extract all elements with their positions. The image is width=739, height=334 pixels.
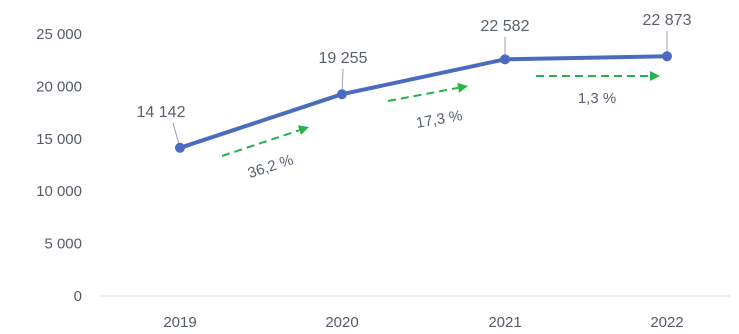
x-tick-label: 2022 <box>650 314 683 331</box>
x-tick-label: 2020 <box>325 314 358 331</box>
data-value-label: 22 582 <box>481 18 530 35</box>
y-tick-label: 20 000 <box>36 78 82 95</box>
data-value-label: 22 873 <box>643 12 692 29</box>
y-tick-label: 0 <box>74 288 82 305</box>
growth-arrowhead <box>650 71 660 81</box>
growth-rate-label: 1,3 % <box>578 90 616 107</box>
y-tick-label: 5 000 <box>44 236 82 253</box>
x-tick-label: 2021 <box>488 314 521 331</box>
growth-rate-label: 17,3 % <box>415 107 464 132</box>
growth-arrowhead <box>297 125 309 135</box>
data-point <box>662 51 672 62</box>
growth-rate-label: 36,2 % <box>246 151 296 182</box>
data-point <box>337 89 347 100</box>
data-value-label: 14 142 <box>137 104 186 121</box>
data-point <box>500 54 510 65</box>
series-line <box>178 54 669 150</box>
x-tick-label: 2019 <box>163 314 196 331</box>
growth-arrow <box>221 129 300 157</box>
y-tick-label: 25 000 <box>36 26 82 43</box>
data-point <box>175 142 185 153</box>
y-tick-label: 15 000 <box>36 131 82 148</box>
y-tick-label: 10 000 <box>36 183 82 200</box>
growth-arrow <box>387 86 459 102</box>
growth-arrowhead <box>457 82 468 93</box>
data-value-label: 19 255 <box>319 50 368 67</box>
